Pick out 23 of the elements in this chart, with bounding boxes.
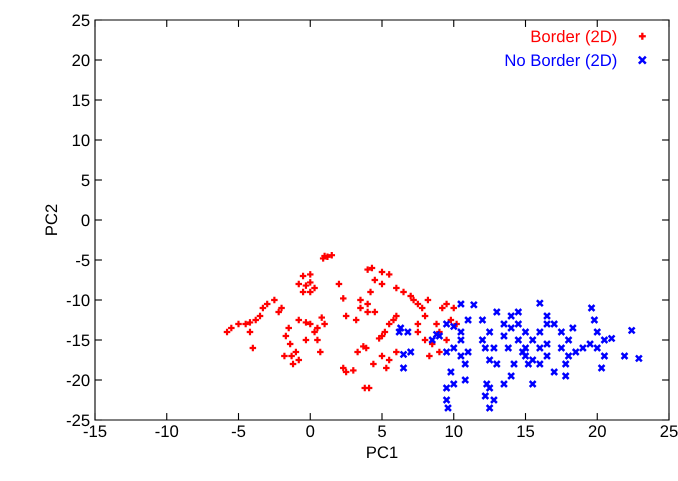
legend-label: No Border (2D) [506, 54, 616, 70]
x-axis-title: PC1 [367, 446, 398, 458]
x-tick-label: 25 [660, 425, 678, 438]
x-tick-label: 20 [588, 425, 606, 438]
y-axis-title: PC2 [45, 204, 58, 235]
y-tick-label: -20 [66, 374, 90, 386]
x-tick-label: -10 [155, 425, 178, 438]
y-tick-label: 5 [82, 174, 90, 186]
legend-label: Border (2D) [532, 30, 616, 46]
x-tick-label: 15 [518, 425, 534, 438]
y-tick-label: -15 [66, 334, 90, 346]
x-tick-label: 5 [378, 425, 386, 438]
y-tick-label: 20 [72, 54, 90, 66]
x-tick-label: 10 [446, 425, 462, 438]
x-tick-label: -5 [232, 425, 246, 438]
x-tick-label: 0 [306, 425, 314, 438]
y-tick-label: 15 [72, 94, 90, 106]
y-tick-label: 25 [72, 14, 90, 26]
y-tick-label: -25 [66, 414, 90, 426]
y-tick-label: 0 [82, 214, 90, 226]
y-tick-label: -5 [76, 254, 90, 266]
y-tick-label: -10 [66, 294, 90, 306]
y-tick-label: 10 [72, 134, 90, 146]
